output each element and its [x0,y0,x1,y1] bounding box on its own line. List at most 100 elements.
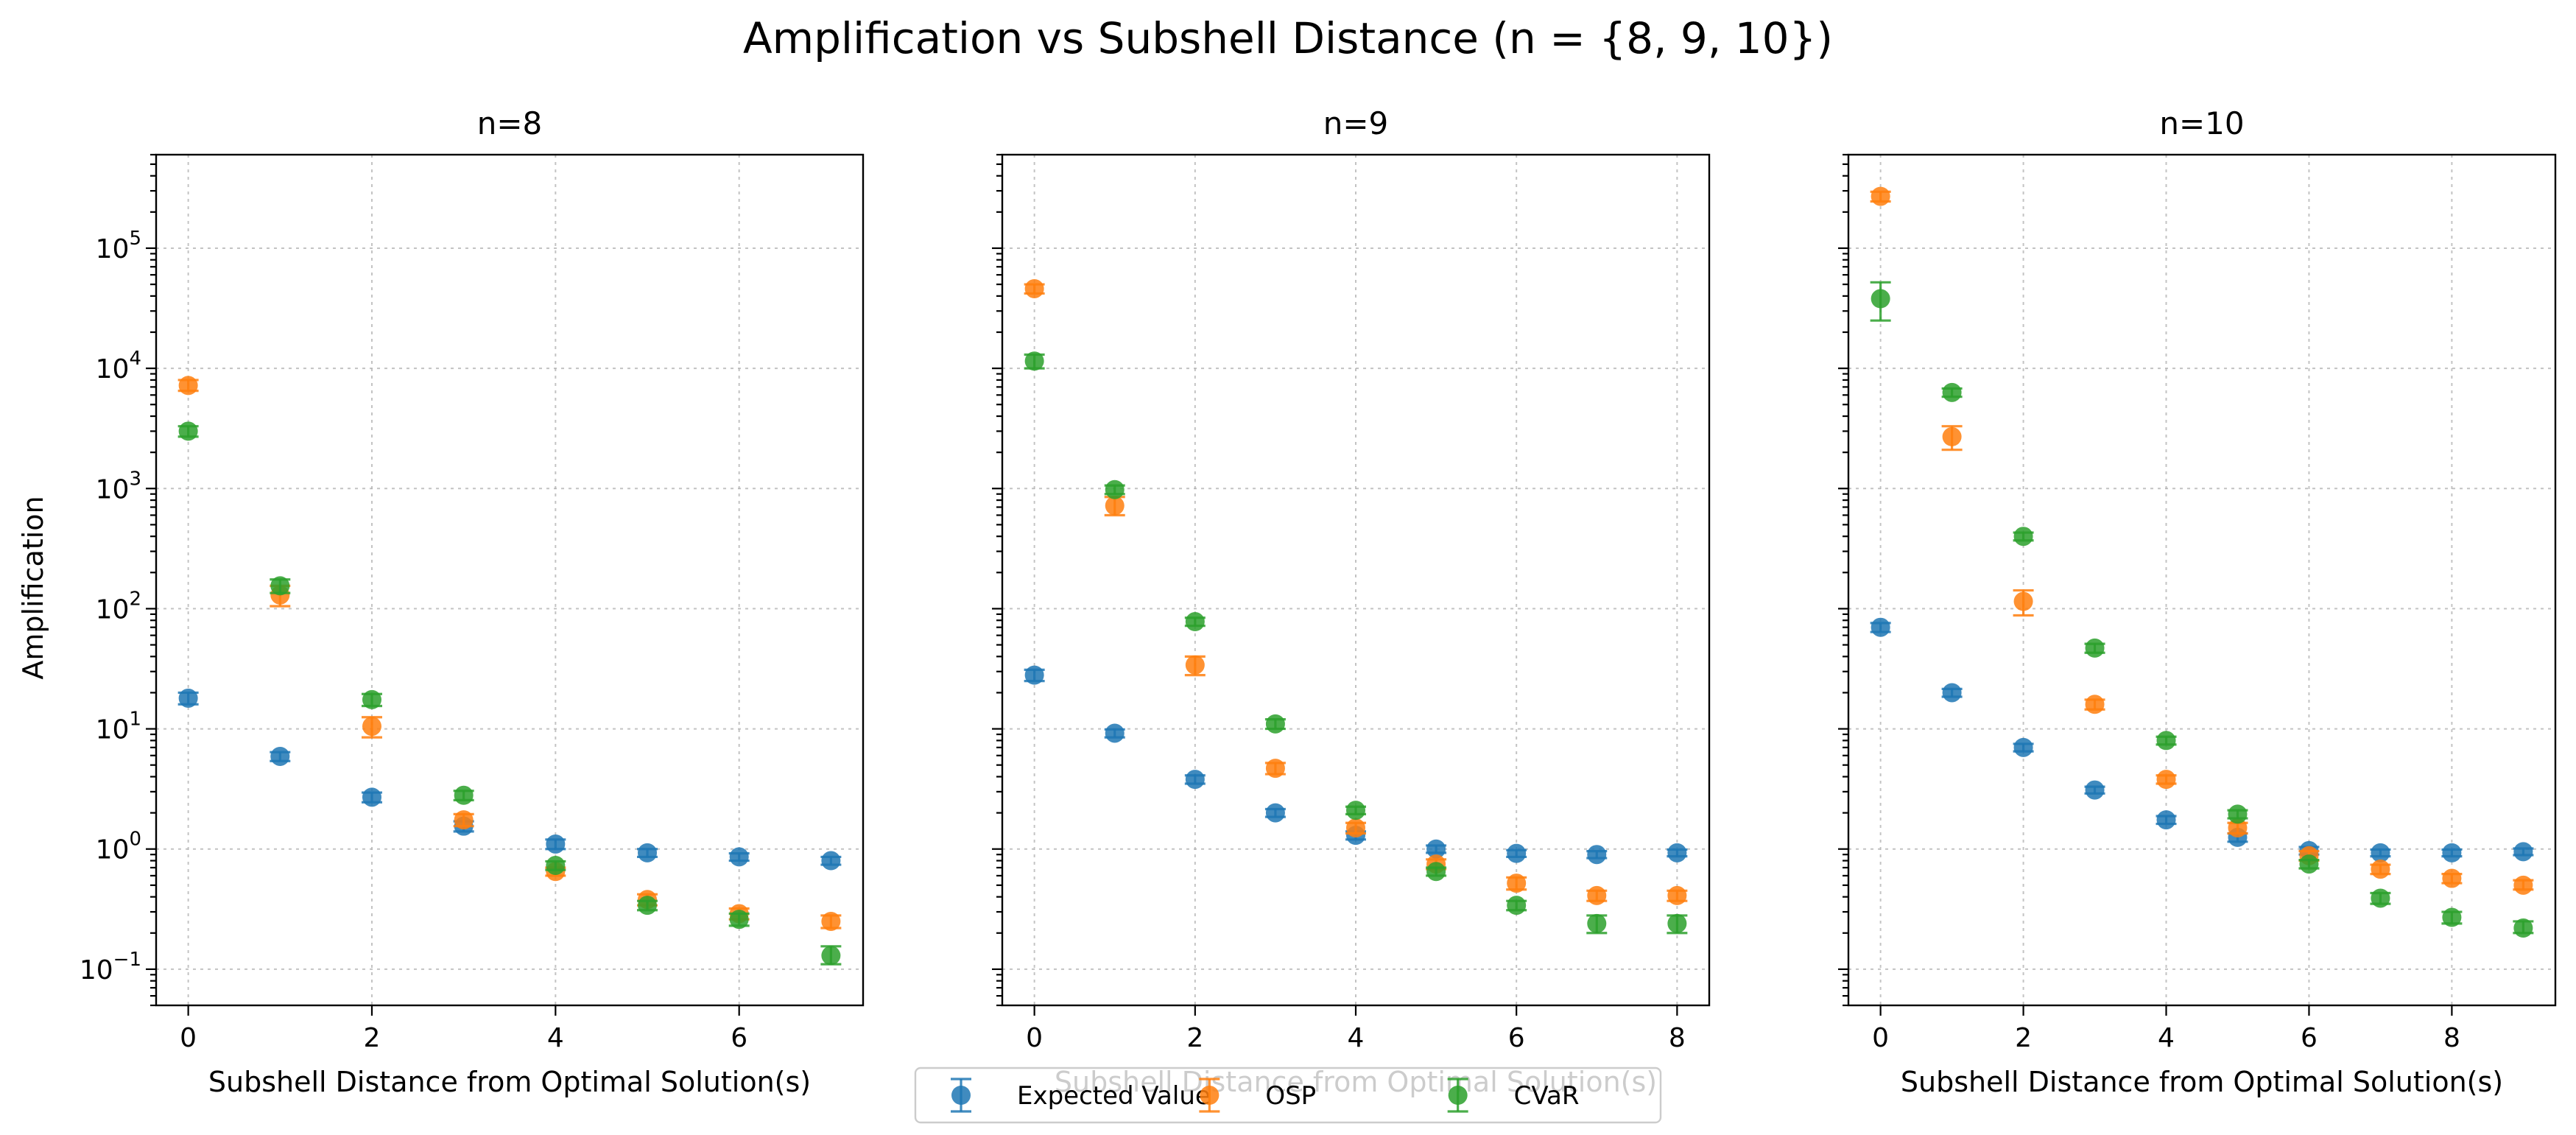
data-point [1024,665,1044,685]
data-point [1942,382,1962,402]
data-point [1265,759,1285,779]
series-osp [1870,186,2534,895]
data-point [1587,845,1607,865]
y-axis-label: Amplification [17,496,49,679]
data-point [2513,842,2533,862]
data-point [729,847,749,867]
series-expected-value [177,688,842,871]
x-tick-label: 4 [2158,1023,2175,1053]
data-point [178,421,198,441]
y-tick-exponent: 1 [129,709,141,731]
data-point [821,911,841,931]
data-point [821,851,841,871]
legend-entry-cvar: CVaR [1447,1078,1580,1113]
data-point [638,843,658,862]
data-point [1587,885,1607,905]
axes-frame [1001,153,1711,1007]
data-point [2013,591,2033,611]
data-point [1507,874,1527,893]
legend-label: Expected Value [1017,1081,1211,1111]
axes-frame [1847,153,2557,1007]
x-tick-label: 2 [364,1023,381,1053]
y-tick-label: 104 [96,348,141,384]
data-point [2156,770,2176,790]
y-tick-label: 105 [96,228,141,264]
y-tick-label: 10−1 [80,949,141,985]
data-point [729,910,749,930]
data-point [1426,862,1446,882]
legend-label: OSP [1265,1081,1316,1111]
data-point [1871,617,1890,637]
series-expected-value [1870,617,2534,862]
data-point [1942,683,1962,703]
data-point [1346,801,1365,820]
data-point [2085,638,2105,658]
series-cvar [1024,351,1688,935]
data-point [2371,843,2390,862]
data-point [2085,695,2105,714]
data-point [2442,907,2462,927]
x-tick-label: 0 [1026,1023,1043,1053]
x-tick-label: 6 [731,1023,747,1053]
x-tick-label: 0 [180,1023,197,1053]
axes-frame [155,153,865,1007]
y-tick-label: 100 [96,829,141,865]
panel-title: n=10 [2159,105,2244,141]
data-point [2156,810,2176,830]
data-point [1265,803,1285,823]
y-tick-base: 10 [96,835,130,865]
data-point [2442,868,2462,888]
legend-box [914,1067,1662,1124]
data-point [1105,723,1125,743]
y-tick-exponent: 4 [129,348,141,370]
series-cvar [1870,281,2534,938]
data-point [362,787,381,807]
y-tick-base: 10 [96,234,130,264]
y-tick-exponent: 2 [129,588,141,610]
x-tick-label: 6 [1508,1023,1525,1053]
data-point [1105,496,1125,516]
y-tick-label: 102 [96,588,141,625]
legend-entry-expected-value: Expected Value [951,1078,1211,1113]
x-tick-label: 8 [2443,1023,2460,1053]
data-point [2371,860,2390,879]
data-point [1265,714,1285,734]
x-axis-label: Subshell Distance from Optimal Solution(… [1901,1066,2503,1098]
data-point [2513,918,2533,938]
data-point [1507,843,1527,863]
data-point [270,576,290,596]
y-tick-label: 103 [96,468,141,505]
data-point [2299,854,2319,874]
data-point [1667,885,1687,905]
data-point [178,688,198,708]
data-point [362,689,381,709]
y-tick-base: 10 [96,354,130,384]
data-point [1507,896,1527,916]
x-tick-label: 0 [1872,1023,1889,1053]
data-point [638,896,658,916]
data-point [2442,843,2462,862]
chart-title: Amplification vs Subshell Distance (n = … [743,13,1833,63]
panel-title: n=8 [477,105,543,141]
data-point [1024,351,1044,371]
y-tick-base: 10 [96,715,130,745]
data-point [454,785,474,805]
data-point [2013,737,2033,757]
data-point [821,946,841,966]
legend-marker [1448,1086,1468,1105]
x-axis-label: Subshell Distance from Optimal Solution(… [208,1066,811,1098]
data-point [2228,804,2248,824]
y-tick-exponent: −1 [113,949,141,971]
legend-label: CVaR [1514,1081,1580,1111]
data-point [1667,843,1687,862]
data-point [362,717,381,737]
data-point [1024,278,1044,298]
data-point [454,810,474,830]
data-point [546,834,566,854]
panel-title: n=9 [1323,105,1389,141]
legend-entry-osp: OSP [1199,1078,1316,1113]
data-point [1185,770,1205,790]
y-tick-exponent: 3 [129,468,141,490]
